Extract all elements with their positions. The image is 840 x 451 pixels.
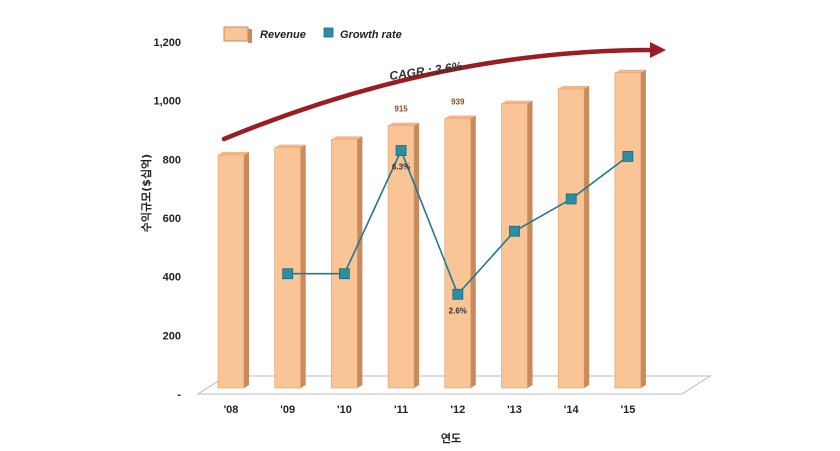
bar	[501, 100, 533, 389]
x-axis-title: 연도	[441, 431, 461, 445]
data-label: 915	[394, 105, 408, 114]
growth-rate-point	[622, 150, 634, 162]
x-tick-label: '12	[450, 404, 465, 416]
x-tick-label: '11	[394, 404, 408, 416]
bar-front	[501, 103, 528, 389]
bar-top	[501, 100, 533, 104]
bar-side	[300, 144, 306, 388]
y-tick-label: -	[177, 389, 181, 401]
legend-label-growth-rate: Growth rate	[340, 29, 402, 41]
bar-side	[584, 85, 590, 388]
bar-front	[614, 72, 642, 389]
growth-rate-point	[395, 145, 407, 156]
bar-front	[274, 147, 302, 389]
x-tick-label: '13	[507, 404, 522, 416]
legend: Revenue Growth rate	[223, 26, 402, 43]
y-tick-label: 1,000	[153, 96, 181, 108]
bar-side	[414, 122, 420, 388]
legend-label-revenue: Revenue	[260, 29, 306, 41]
bar-side	[527, 100, 533, 388]
bar-side	[357, 136, 363, 388]
bar-top	[388, 122, 420, 126]
bar-side	[470, 115, 476, 388]
growth-rate-point	[338, 268, 350, 280]
x-tick-label: '14	[564, 404, 580, 416]
bar	[444, 115, 476, 389]
y-axis-title: 수익규모($십억)	[139, 154, 153, 232]
bar	[387, 122, 420, 389]
bar	[217, 151, 249, 389]
bar-top	[274, 144, 306, 148]
cagr-arrow	[221, 47, 655, 142]
cagr-arrowhead	[650, 42, 666, 58]
y-tick-label: 600	[163, 213, 181, 225]
bar-side	[244, 151, 249, 388]
bar-top	[558, 85, 590, 89]
y-tick-label: 400	[163, 272, 181, 284]
x-tick-label: '08	[224, 404, 239, 416]
x-tick-label: '10	[337, 404, 352, 416]
bar-top	[614, 69, 646, 73]
bar-top	[331, 136, 363, 140]
legend-swatch-revenue-side	[248, 29, 252, 43]
growth-rate-series	[282, 145, 634, 300]
bar-front	[557, 88, 585, 389]
bar-side	[640, 69, 646, 389]
bar-front	[444, 118, 472, 389]
bar-series	[217, 69, 646, 389]
bar	[274, 144, 306, 389]
bar-top	[218, 151, 249, 155]
x-axis-ticks: '08 '09 '10 '11 '12 '13 '14 '15	[224, 404, 636, 416]
growth-rate-point	[282, 268, 294, 280]
growth-rate-point	[509, 225, 520, 237]
y-tick-label: 200	[163, 330, 181, 342]
x-tick-label: '09	[280, 404, 295, 416]
data-label: 2.6%	[449, 306, 467, 315]
data-labels: 915 939 6.3% 2.6%	[392, 98, 467, 316]
y-tick-label: 800	[163, 154, 181, 166]
y-tick-label: 1,200	[153, 37, 181, 49]
bar-top	[444, 115, 476, 119]
legend-marker-growth	[323, 27, 334, 38]
data-label: 6.3%	[392, 163, 410, 172]
bar	[331, 136, 363, 389]
growth-rate-point	[452, 288, 464, 300]
x-tick-label: '15	[620, 404, 635, 416]
legend-swatch-revenue	[223, 26, 249, 42]
data-label: 939	[451, 98, 465, 107]
bar	[557, 85, 590, 389]
bar	[614, 69, 646, 389]
y-axis-ticks: - 200 400 600 800 1,000 1,200	[153, 37, 181, 401]
growth-rate-point	[565, 193, 577, 205]
bar-front	[331, 139, 358, 389]
cagr-annotation: CAGR : 3.6%	[388, 59, 463, 83]
bar-front	[217, 154, 245, 389]
